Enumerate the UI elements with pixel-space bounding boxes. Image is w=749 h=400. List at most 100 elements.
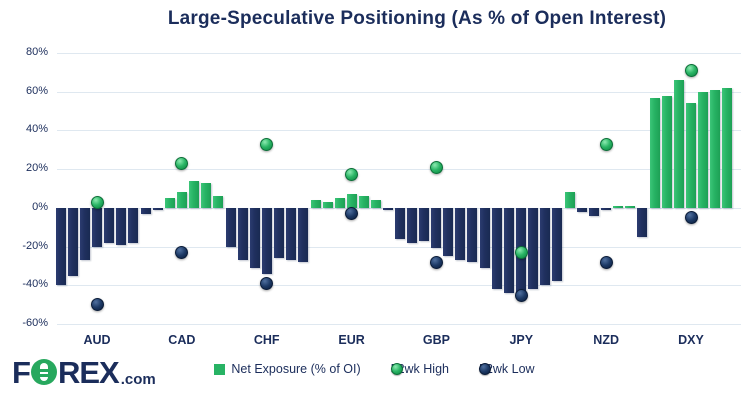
category-label-dxy: DXY bbox=[678, 333, 704, 347]
chart-title: Large-Speculative Positioning (As % of O… bbox=[167, 8, 667, 29]
bar-aud-5 bbox=[104, 207, 114, 243]
bar-chf-2 bbox=[237, 207, 248, 261]
bar-nzd-2 bbox=[577, 207, 588, 212]
gbp-52wk-low-dot bbox=[429, 255, 443, 269]
bar-cad-5 bbox=[188, 180, 199, 208]
gridline-40 bbox=[57, 130, 741, 132]
bar-gbp-7 bbox=[467, 207, 478, 263]
bar-eur-5 bbox=[358, 196, 369, 208]
bar-jpy-2 bbox=[492, 207, 503, 290]
forex-o-icon bbox=[30, 359, 57, 385]
bar-aud-7 bbox=[128, 207, 138, 243]
jpy-52wk-low-dot bbox=[514, 288, 528, 302]
chf-52wk-low-dot bbox=[260, 276, 274, 290]
aud-52wk-low-dot bbox=[90, 298, 104, 312]
bar-cad-4 bbox=[176, 192, 187, 208]
eur-52wk-high-dot bbox=[345, 168, 359, 182]
bar-eur-2 bbox=[322, 202, 333, 208]
gridline--20 bbox=[57, 246, 741, 248]
cad-52wk-low-dot bbox=[175, 245, 189, 259]
y-axis-tick: 80% bbox=[25, 46, 48, 58]
forex-logo: F REX .com bbox=[12, 352, 156, 392]
y-axis-tick: 60% bbox=[25, 84, 48, 97]
legend-green-square-icon bbox=[214, 363, 226, 375]
bar-nzd-3 bbox=[589, 207, 600, 216]
bar-eur-7 bbox=[382, 207, 393, 210]
bar-dxy-1 bbox=[650, 97, 660, 208]
eur-52wk-low-dot bbox=[345, 207, 359, 221]
bar-chf-3 bbox=[249, 207, 260, 268]
legend-navy-dot-icon bbox=[479, 363, 491, 375]
bar-dxy-6 bbox=[710, 89, 720, 208]
chf-52wk-high-dot bbox=[260, 137, 274, 151]
bar-cad-3 bbox=[164, 198, 175, 208]
nzd-52wk-high-dot bbox=[599, 137, 613, 151]
bar-chf-5 bbox=[273, 207, 284, 259]
bar-nzd-5 bbox=[613, 205, 624, 208]
bar-eur-6 bbox=[370, 200, 381, 208]
y-axis-tick: -20% bbox=[22, 239, 48, 252]
legend-label: Net Exposure (% of OI) bbox=[231, 362, 361, 376]
category-label-cad: CAD bbox=[168, 333, 196, 347]
aud-52wk-high-dot bbox=[90, 195, 104, 209]
bar-cad-1 bbox=[140, 207, 151, 214]
cad-52wk-high-dot bbox=[175, 156, 189, 170]
bar-chf-6 bbox=[285, 207, 296, 261]
y-axis-tick: 20% bbox=[25, 162, 48, 175]
dxy-52wk-low-dot bbox=[684, 211, 698, 224]
bar-dxy-7 bbox=[722, 87, 732, 208]
gridline--40 bbox=[57, 285, 741, 287]
category-label-eur: EUR bbox=[338, 333, 365, 347]
category-label-aud: AUD bbox=[83, 333, 111, 347]
logo-text-rex: REX bbox=[57, 354, 120, 390]
bar-nzd-6 bbox=[625, 205, 636, 208]
bar-jpy-1 bbox=[480, 207, 491, 268]
bar-chf-7 bbox=[297, 207, 308, 263]
category-label-chf: CHF bbox=[253, 333, 280, 347]
bar-aud-4 bbox=[92, 207, 102, 247]
jpy-52wk-high-dot bbox=[514, 245, 528, 259]
bar-eur-4 bbox=[346, 194, 357, 208]
bar-jpy-3 bbox=[504, 207, 515, 294]
legend-item: 52wk High bbox=[390, 362, 449, 376]
gridline-60 bbox=[57, 91, 741, 93]
logo-text-f: F bbox=[12, 354, 31, 390]
legend-label: 52wk Low bbox=[479, 362, 535, 376]
y-axis-tick: 0% bbox=[32, 200, 48, 213]
bar-dxy-5 bbox=[698, 91, 708, 208]
bar-gbp-3 bbox=[419, 207, 430, 241]
bar-aud-1 bbox=[56, 207, 66, 286]
bar-jpy-6 bbox=[540, 207, 551, 286]
gridline--60 bbox=[57, 324, 741, 325]
category-label-gbp: GBP bbox=[422, 333, 450, 347]
legend-item: 52wk Low bbox=[479, 362, 535, 376]
category-label-jpy: JPY bbox=[509, 333, 534, 347]
bar-nzd-7 bbox=[637, 207, 648, 237]
bar-dxy-2 bbox=[662, 95, 672, 208]
bar-dxy-3 bbox=[674, 80, 684, 208]
bar-eur-1 bbox=[310, 200, 321, 208]
bar-cad-7 bbox=[212, 196, 223, 208]
bar-aud-2 bbox=[68, 207, 78, 276]
bar-nzd-1 bbox=[565, 192, 576, 208]
bar-aud-3 bbox=[80, 207, 90, 261]
bar-jpy-7 bbox=[552, 207, 563, 282]
bar-eur-3 bbox=[334, 198, 345, 208]
bar-gbp-2 bbox=[407, 207, 418, 243]
legend: Net Exposure (% of OI) 52wk High 52wk Low bbox=[145, 359, 604, 379]
bar-dxy-4 bbox=[686, 103, 696, 208]
bar-gbp-6 bbox=[455, 207, 466, 261]
y-axis-tick: 40% bbox=[25, 123, 48, 136]
bar-cad-6 bbox=[200, 182, 211, 208]
nzd-52wk-low-dot bbox=[599, 255, 613, 269]
legend-label: 52wk High bbox=[390, 362, 449, 376]
bar-gbp-4 bbox=[431, 207, 442, 249]
bar-aud-6 bbox=[116, 207, 126, 245]
gridline-20 bbox=[57, 169, 741, 171]
bar-nzd-4 bbox=[601, 207, 612, 210]
category-label-nzd: NZD bbox=[593, 333, 619, 347]
legend-green-dot-icon bbox=[390, 363, 403, 375]
bar-gbp-5 bbox=[443, 207, 454, 257]
